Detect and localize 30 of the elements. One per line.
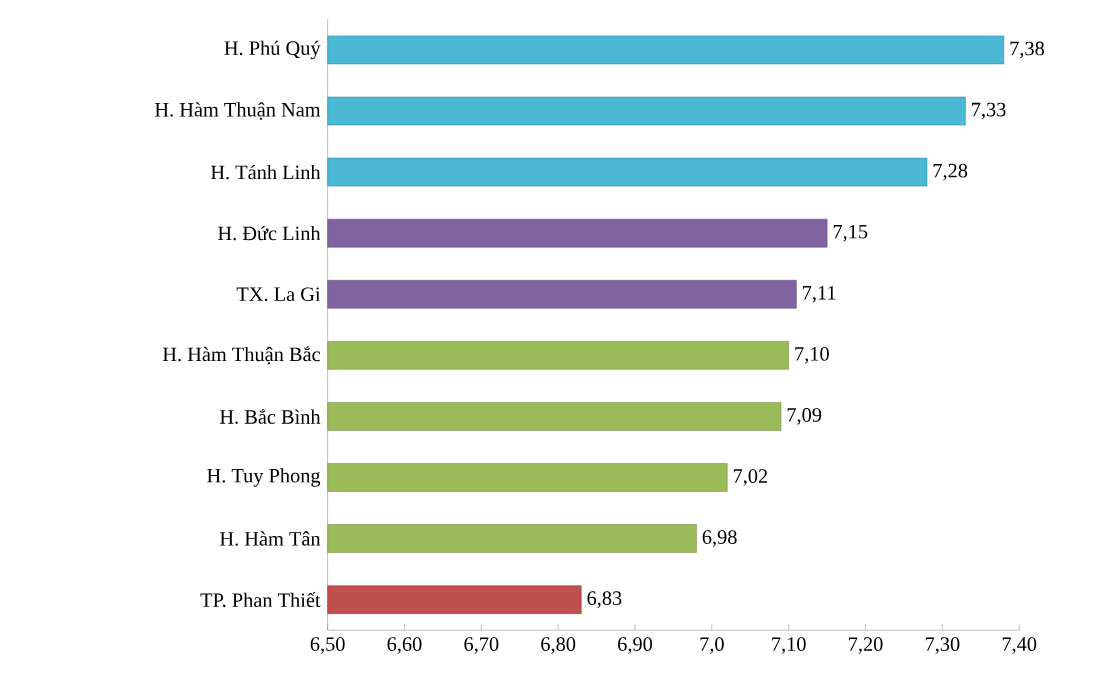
data-label: 6,83 [587,591,622,609]
y-tick-label: H. Hàm Tân [219,531,321,547]
data-label: 7,10 [795,347,829,364]
x-tick-label: 7,40 [1002,637,1037,655]
y-tick-label: H. Bắc Bình [219,409,321,425]
y-tick-label: H. Tuy Phong [207,468,321,487]
y-tick-label: H. Phú Quý [224,40,321,60]
y-tick-label: H. Đức Linh [217,226,321,241]
x-tick-label: 7,30 [925,637,960,655]
x-tick-label: 6,80 [541,637,576,655]
data-label: 7,33 [972,102,1006,120]
data-label: 7,02 [733,469,768,487]
data-label: 7,11 [803,286,836,303]
x-tick-label: 7,20 [849,637,883,655]
y-tick-label: H. Hàm Thuận Nam [154,102,321,121]
data-label: 6,98 [702,530,737,548]
data-label: 7,38 [1010,41,1045,59]
y-tick-label: H. Hàm Thuận Bắc [162,346,320,365]
x-tick-label: 6,50 [310,637,345,655]
x-tick-label: 7,10 [772,637,806,655]
x-tick-label: 6,70 [464,637,499,655]
x-tick-label: 6,60 [387,637,422,655]
data-label: 7,28 [933,164,968,181]
x-tick-label: 7,0 [700,637,724,655]
x-tick-label: 6,90 [618,637,653,655]
data-label: 7,15 [833,225,868,242]
y-tick-label: H. Tánh Linh [210,165,321,180]
data-label: 7,09 [787,408,822,425]
y-tick-label: TX. La Gi [236,287,321,302]
y-tick-label: TP. Phan Thiết [200,592,321,608]
